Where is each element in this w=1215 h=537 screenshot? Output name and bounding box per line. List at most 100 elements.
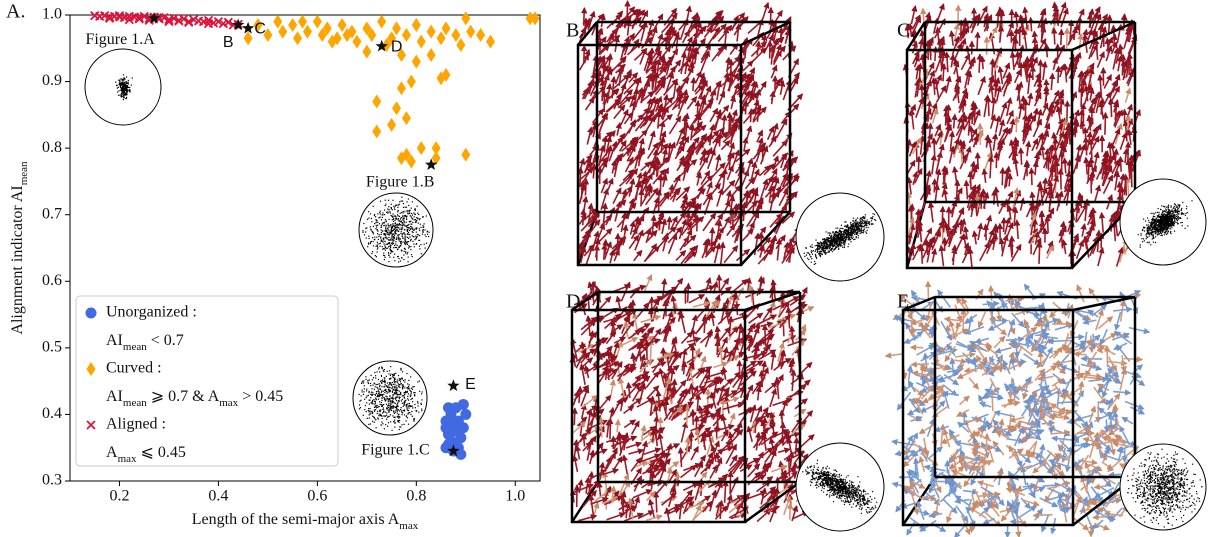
inset-dot <box>381 239 383 241</box>
inset-dot <box>397 405 399 407</box>
vector-arrow <box>586 126 594 145</box>
inset-dot <box>411 226 413 228</box>
point <box>337 17 347 32</box>
vector-arrow <box>997 65 1004 85</box>
inset-dot <box>374 386 376 388</box>
vector-arrow <box>633 249 643 262</box>
point <box>243 31 253 46</box>
vector-arrow <box>723 245 739 264</box>
inset-dot <box>377 230 379 232</box>
vector-arrow <box>715 153 722 171</box>
inset-dot <box>406 224 408 227</box>
inset-dot <box>398 215 401 217</box>
inset-dot <box>422 225 424 227</box>
vector-arrow <box>1104 37 1111 55</box>
inset-dot <box>389 387 391 389</box>
inset-dot <box>414 403 416 406</box>
inset-dot <box>424 234 426 236</box>
vector-arrow <box>742 100 750 115</box>
vector-arrow <box>938 244 945 267</box>
vector-arrow <box>988 83 996 105</box>
vector-panel <box>902 1 1207 270</box>
inset-dot <box>378 391 380 393</box>
inset-dot <box>404 394 406 396</box>
inset-dot <box>411 415 413 417</box>
inset-dot <box>392 383 394 385</box>
inset-dot <box>395 217 398 219</box>
point <box>476 27 486 42</box>
vector-arrow <box>608 34 621 45</box>
inset-dot <box>125 93 127 95</box>
vector-arrow <box>1077 192 1084 209</box>
inset-dot <box>380 224 382 227</box>
inset-dot <box>401 386 404 389</box>
inset-dot <box>391 239 393 241</box>
point <box>288 17 298 32</box>
inset-dot <box>405 415 408 417</box>
inset-dot <box>390 384 392 386</box>
inset-dot <box>375 392 377 395</box>
inset-dot <box>410 254 413 256</box>
vector-arrow <box>1086 130 1093 151</box>
vector-arrow <box>614 232 622 254</box>
inset-dot <box>403 401 405 403</box>
inset-dot <box>387 406 390 408</box>
vector-arrow <box>609 248 616 264</box>
inset-dot <box>392 405 394 407</box>
vector-arrow <box>1028 167 1035 186</box>
inset-dot <box>393 225 395 227</box>
vector-arrow <box>623 120 636 139</box>
inset-dot <box>376 371 378 373</box>
inset-dot <box>395 204 397 206</box>
inset-dot <box>377 233 379 235</box>
inset-dot <box>402 216 404 218</box>
inset-dot <box>377 392 379 394</box>
inset-dot <box>358 393 360 396</box>
inset-dot <box>390 408 392 410</box>
point <box>169 13 179 23</box>
vector-arrow <box>688 38 698 59</box>
inset-dot <box>394 419 396 421</box>
inset-dot <box>124 78 126 80</box>
inset-dot <box>387 404 389 406</box>
inset-dot <box>390 250 392 252</box>
inset-dot <box>375 419 377 421</box>
inset-dot <box>376 241 378 243</box>
inset-dot <box>368 423 370 425</box>
vector-arrow <box>969 56 976 70</box>
inset-dot <box>379 211 381 214</box>
inset-dot <box>403 223 405 225</box>
inset-dot <box>410 392 412 394</box>
inset-dot <box>405 405 407 407</box>
inset-dot <box>404 243 406 245</box>
point <box>387 31 397 46</box>
inset-dot <box>392 220 395 222</box>
inset-dot <box>398 401 400 403</box>
inset-dot <box>389 399 391 401</box>
inset-dot <box>389 245 391 247</box>
inset-dot <box>379 213 381 215</box>
inset-dot <box>384 399 386 401</box>
vector-arrow <box>678 218 688 240</box>
inset-dot <box>396 412 398 414</box>
inset-dot <box>398 227 400 229</box>
inset-dot <box>405 399 407 401</box>
inset-dot <box>388 261 390 263</box>
point <box>396 151 406 166</box>
vector-arrow <box>724 56 732 73</box>
inset-dot <box>412 236 414 238</box>
vector-arrow <box>582 178 590 196</box>
inset-dot <box>123 87 125 89</box>
inset-dot <box>386 407 388 409</box>
inset-dot <box>379 393 381 395</box>
inset-dot <box>413 246 415 248</box>
inset-dot <box>116 87 118 89</box>
point <box>445 418 457 430</box>
inset-dot <box>366 388 368 390</box>
inset-dot <box>408 388 410 390</box>
inset-dot <box>390 229 392 231</box>
inset-dot <box>124 87 126 89</box>
vector-arrow <box>908 203 916 220</box>
highlight-star <box>241 21 255 34</box>
inset-dot <box>408 223 410 226</box>
